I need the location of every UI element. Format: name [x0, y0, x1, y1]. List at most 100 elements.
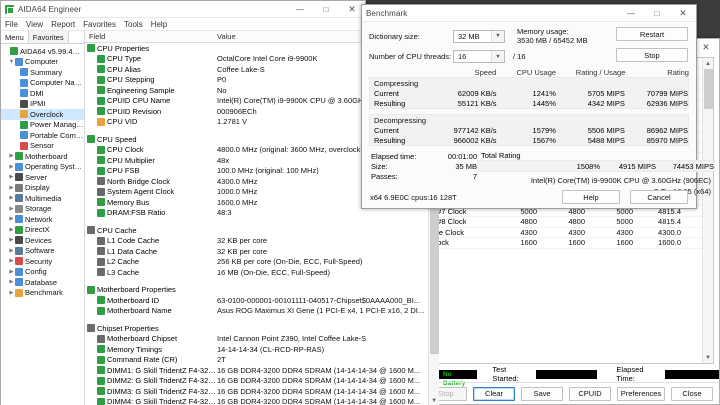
tree-arrow-icon[interactable]: ▶: [9, 153, 14, 160]
maximize-icon[interactable]: □: [654, 9, 660, 18]
sidebar-item-ipmi[interactable]: IPMI: [1, 99, 84, 110]
column-header[interactable]: Field Value: [85, 31, 440, 43]
table-row[interactable]: CPU Multiplier 48x: [85, 155, 428, 166]
table-row[interactable]: CPU Speed: [85, 134, 428, 145]
sidebar-item-devices[interactable]: ▶ Devices: [1, 235, 84, 246]
tree-arrow-icon[interactable]: ▶: [9, 195, 14, 202]
sidebar-item-summary[interactable]: Summary: [1, 67, 84, 78]
sidebar-item-power-management[interactable]: Power Management: [1, 120, 84, 131]
sidebar-item-security[interactable]: ▶ Security: [1, 256, 84, 267]
table-row[interactable]: CPUID CPU Name Intel(R) Core(TM) i9-9900K…: [85, 96, 428, 107]
tree-arrow-icon[interactable]: ▶: [9, 226, 14, 233]
sidebar-item-operating-system[interactable]: ▶ Operating System: [1, 162, 84, 173]
sidebar-item-display[interactable]: ▶ Display: [1, 183, 84, 194]
sidebar-item-computer[interactable]: ▼ Computer: [1, 57, 84, 68]
dictionary-size-select[interactable]: 32 MB ▼: [453, 29, 505, 43]
sidebar-item-database[interactable]: ▶ Database: [1, 277, 84, 288]
table-row[interactable]: CPU Type OctalCore Intel Core i9-9900K: [85, 54, 428, 65]
preferences-button[interactable]: Preferences: [617, 386, 665, 401]
maximize-icon[interactable]: □: [323, 5, 329, 14]
scroll-up-icon[interactable]: ▲: [705, 60, 711, 67]
cpuid-button[interactable]: CPUID: [569, 386, 611, 401]
aida64-window[interactable]: AIDA64 Engineer — □ ✕ File View Report Favo…: [0, 0, 440, 405]
close-icon[interactable]: ✕: [679, 8, 687, 18]
menu-item-report[interactable]: Report: [51, 19, 76, 29]
column-header-value[interactable]: Value: [217, 32, 236, 41]
sidebar-item-portable-computer[interactable]: Portable Computer: [1, 130, 84, 141]
tree-arrow-icon[interactable]: ▶: [9, 184, 14, 191]
clear-button[interactable]: Clear: [473, 386, 515, 401]
tree-arrow-icon[interactable]: ▶: [9, 279, 14, 286]
close-icon[interactable]: ✕: [702, 42, 710, 52]
column-header-field[interactable]: Field: [89, 32, 106, 41]
table-row[interactable]: DIMM3: G Skill TridentZ F4-3200C14-16...…: [85, 386, 428, 397]
tree-arrow-icon[interactable]: ▶: [9, 205, 14, 212]
tree-arrow-icon[interactable]: ▶: [9, 216, 14, 223]
table-row[interactable]: CPUID Revision 000906ECh: [85, 106, 428, 117]
benchmark-window[interactable]: Benchmark — □ ✕ Dictionary size: 32 MB ▼…: [361, 4, 715, 209]
aida64-titlebar[interactable]: AIDA64 Engineer — □ ✕: [1, 1, 365, 18]
tree-arrow-icon[interactable]: ▶: [9, 268, 14, 275]
sensor-scrollbar[interactable]: ▲ ▼: [702, 58, 713, 363]
table-row[interactable]: Chipset Properties: [85, 323, 428, 334]
sidebar-tab-favorites[interactable]: Favorites: [28, 31, 69, 43]
cpu-threads-select[interactable]: 16 ▼: [453, 50, 505, 63]
table-row[interactable]: DIMM2: G Skill TridentZ F4-3200C14-16...…: [85, 376, 428, 387]
menu-item-favorites[interactable]: Favorites: [83, 19, 117, 29]
table-row[interactable]: North Bridge Clock 4300.0 MHz: [85, 176, 428, 187]
menu-item-view[interactable]: View: [25, 19, 44, 29]
sensor-scroll-track[interactable]: [703, 69, 714, 352]
tree-arrow-icon[interactable]: ▶: [9, 289, 14, 296]
table-row[interactable]: L3 Cache 16 MB (On-Die, ECC, Full-Speed): [85, 267, 428, 278]
menu-item-file[interactable]: File: [5, 19, 18, 29]
sidebar-item-server[interactable]: ▶ Server: [1, 172, 84, 183]
table-row[interactable]: CPU FSB 100.0 MHz (original: 100 MHz): [85, 166, 428, 177]
table-row[interactable]: Memory Timings 14-14-14-34 (CL-RCD-RP-RAS…: [85, 344, 428, 355]
sidebar-item-motherboard[interactable]: ▶ Motherboard: [1, 151, 84, 162]
tree-arrow-icon[interactable]: ▶: [9, 237, 14, 244]
tree-arrow-icon[interactable]: ▼: [8, 58, 15, 65]
restart-button[interactable]: Restart: [616, 27, 688, 41]
table-row[interactable]: DIMM4: G Skill TridentZ F4-3200C14-16...…: [85, 397, 428, 405]
menu-item-help[interactable]: Help: [150, 19, 168, 29]
minimize-icon[interactable]: —: [627, 9, 635, 18]
scroll-down-icon[interactable]: ▼: [705, 354, 711, 361]
table-row[interactable]: CPU Cache: [85, 225, 428, 236]
table-row[interactable]: Motherboard Name Asus ROG Maximus XI Gene…: [85, 306, 428, 317]
table-row[interactable]: Command Rate (CR) 2T: [85, 355, 428, 366]
chevron-down-icon[interactable]: ▼: [491, 51, 504, 62]
sidebar-item-directx[interactable]: ▶ DirectX: [1, 225, 84, 236]
chevron-down-icon[interactable]: ▼: [491, 30, 504, 42]
table-row[interactable]: L2 Cache 256 KB per core (On-Die, ECC, Fu…: [85, 257, 428, 268]
stop-button[interactable]: Stop: [616, 48, 688, 62]
table-row[interactable]: System Agent Clock 1000.0 MHz: [85, 187, 428, 198]
help-button[interactable]: Help: [562, 190, 620, 204]
tree-arrow-icon[interactable]: ▶: [9, 258, 14, 265]
table-row[interactable]: CPU Properties: [85, 43, 428, 54]
sidebar-item-software[interactable]: ▶ Software: [1, 246, 84, 257]
sidebar-item-config[interactable]: ▶ Config: [1, 267, 84, 278]
table-row[interactable]: Motherboard ID 63-0100-000001-00101111-04…: [85, 295, 428, 306]
scroll-down-icon[interactable]: ▼: [431, 397, 438, 404]
tree-arrow-icon[interactable]: ▶: [9, 174, 14, 181]
tree-arrow-icon[interactable]: ▶: [9, 163, 14, 170]
table-row[interactable]: L1 Data Cache 32 KB per core: [85, 246, 428, 257]
sidebar-item-sensor[interactable]: Sensor: [1, 141, 84, 152]
sidebar-tab-menu[interactable]: Menu: [1, 31, 29, 43]
sidebar-item-overclock[interactable]: Overclock: [1, 109, 84, 120]
sidebar-item-network[interactable]: ▶ Network: [1, 214, 84, 225]
table-row[interactable]: CPU Clock 4800.0 MHz (original: 3600 MHz,…: [85, 145, 428, 156]
table-row[interactable]: L1 Code Cache 32 KB per core: [85, 236, 428, 247]
close-icon[interactable]: ✕: [348, 4, 356, 14]
sidebar-item-benchmark[interactable]: ▶ Benchmark: [1, 288, 84, 299]
table-row[interactable]: DIMM1: G Skill TridentZ F4-3200C14-16...…: [85, 365, 428, 376]
sidebar-item-multimedia[interactable]: ▶ Multimedia: [1, 193, 84, 204]
close-button[interactable]: Close: [671, 386, 713, 401]
sidebar-item-aida64-v5-99-4930-beta[interactable]: AIDA64 v5.99.4930 Beta: [1, 46, 84, 57]
save-button[interactable]: Save: [521, 386, 563, 401]
table-row[interactable]: CPU VID 1.2781 V: [85, 117, 428, 128]
table-row[interactable]: CPU Stepping P0: [85, 75, 428, 86]
table-row[interactable]: Motherboard Properties: [85, 285, 428, 296]
benchmark-titlebar[interactable]: Benchmark — □ ✕: [362, 5, 696, 22]
sidebar-item-dmi[interactable]: DMI: [1, 88, 84, 99]
